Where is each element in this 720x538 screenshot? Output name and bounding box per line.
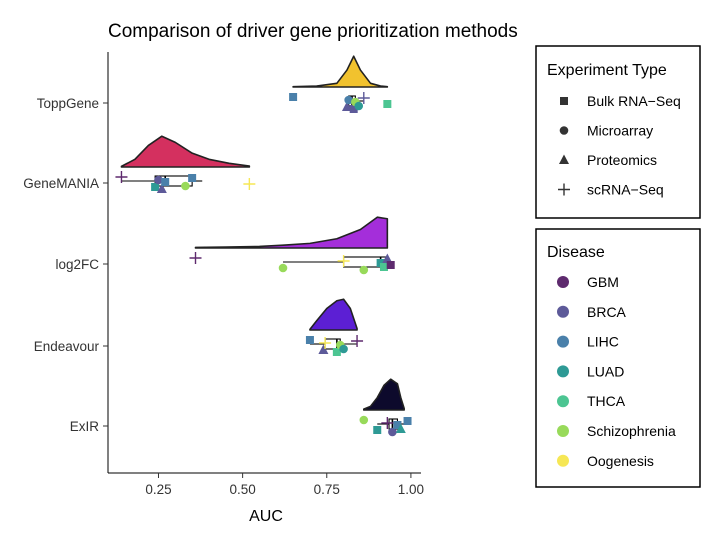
x-ticks: 0.25 0.50 0.75 1.00 (145, 473, 424, 497)
legend-disease-label: GBM (587, 274, 619, 290)
x-tick-label: 0.50 (229, 482, 255, 497)
legend-disease-swatch (557, 335, 569, 348)
data-point-toppgene-3 (349, 105, 358, 113)
legend-disease-title: Disease (547, 244, 605, 261)
data-point-log2fc-6 (382, 253, 393, 263)
legend-disease-swatch (557, 305, 569, 318)
data-point-log2fc-2 (337, 255, 350, 267)
data-point-log2fc-0 (189, 252, 202, 264)
method-log2fc (189, 216, 395, 275)
method-endeavour (305, 298, 364, 356)
data-point-exir-6 (403, 417, 412, 425)
data-point-toppgene-2 (344, 95, 353, 105)
data-point-toppgene-1 (341, 101, 352, 111)
data-point-genemania-4 (161, 178, 170, 186)
y-tick-label: log2FC (55, 257, 99, 272)
data-point-toppgene-5 (354, 101, 364, 111)
density-genemania (120, 135, 251, 168)
legend-disease-swatch (557, 425, 569, 437)
density-toppgene (292, 55, 389, 88)
legend-experiment-type: Experiment Type Bulk RNA−Seq Microarray Pr… (535, 45, 701, 219)
legend-disease-swatch (557, 395, 569, 408)
legend-disease-label: BRCA (587, 304, 627, 320)
chart-title: Comparison of driver gene prioritization… (108, 21, 518, 42)
data-point-endeavour-5 (339, 344, 348, 354)
legend-shape-plus (558, 183, 570, 196)
plot-area (115, 55, 412, 437)
data-point-toppgene-7 (383, 100, 392, 108)
data-point-genemania-3 (156, 183, 167, 193)
data-point-exir-1 (373, 426, 382, 434)
x-tick-label: 1.00 (398, 482, 424, 497)
legend-experiment-label: Bulk RNA−Seq (587, 93, 681, 109)
data-point-endeavour-1 (318, 344, 329, 354)
method-genemania (115, 135, 256, 193)
density-endeavour (309, 298, 358, 331)
method-exir (359, 378, 412, 437)
x-axis-title: AUC (249, 508, 283, 525)
data-point-genemania-0 (115, 171, 128, 183)
y-tick-label: GeneMANIA (23, 176, 99, 191)
legend-disease-label: LUAD (587, 363, 624, 379)
data-point-genemania-6 (188, 174, 197, 182)
data-point-endeavour-0 (305, 336, 314, 344)
density-exir (362, 378, 405, 411)
data-point-genemania-2 (154, 175, 163, 185)
legend-shape-circle (559, 126, 569, 135)
data-point-log2fc-3 (359, 265, 369, 275)
y-tick-label: Endeavour (34, 339, 100, 354)
data-point-exir-4 (393, 421, 402, 429)
data-point-endeavour-2 (319, 337, 332, 349)
data-point-exir-0 (359, 415, 369, 425)
axes (107, 52, 421, 474)
legend-shape-square (560, 97, 568, 105)
data-point-toppgene-6 (357, 92, 370, 104)
legend-disease-swatch (557, 454, 569, 467)
data-point-exir-3 (388, 427, 397, 437)
method-toppgene (289, 55, 392, 113)
legend-disease-swatch (557, 365, 569, 378)
data-point-genemania-5 (181, 181, 190, 191)
data-point-exir-2 (381, 417, 394, 429)
legend-shape-triangle (559, 154, 569, 164)
data-point-log2fc-7 (386, 261, 395, 269)
data-point-exir-5 (395, 423, 406, 433)
y-tick-label: ExIR (70, 419, 100, 434)
legend-disease-swatch (557, 276, 569, 288)
legend-disease: Disease GBM BRCA LIHC LUAD THCA Schizophrenia… (535, 228, 701, 488)
legend-experiment-label: Proteomics (587, 152, 657, 168)
legend-disease-label: Oogenesis (587, 453, 654, 469)
x-tick-label: 0.75 (314, 482, 340, 497)
legend-disease-label: LIHC (587, 334, 619, 350)
legend-experiment-label: Microarray (587, 123, 653, 139)
y-tick-label: ToppGene (37, 96, 99, 111)
data-point-log2fc-1 (278, 263, 288, 273)
y-ticks: ToppGene GeneMANIA log2FC Endeavour ExIR (23, 96, 108, 434)
data-point-log2fc-5 (379, 263, 388, 271)
legend-disease-label: THCA (587, 393, 626, 409)
density-log2fc (194, 216, 389, 249)
legend-disease-label: Schizophrenia (587, 423, 676, 439)
data-point-genemania-7 (243, 178, 256, 190)
data-point-endeavour-3 (332, 348, 341, 356)
legend-experiment-title: Experiment Type (547, 62, 667, 79)
legend-disease-box (535, 228, 701, 488)
legend-experiment-label: scRNA−Seq (587, 182, 664, 198)
x-tick-label: 0.25 (145, 482, 171, 497)
data-point-genemania-1 (151, 183, 160, 191)
data-point-toppgene-0 (289, 93, 298, 101)
data-point-endeavour-6 (351, 335, 364, 347)
